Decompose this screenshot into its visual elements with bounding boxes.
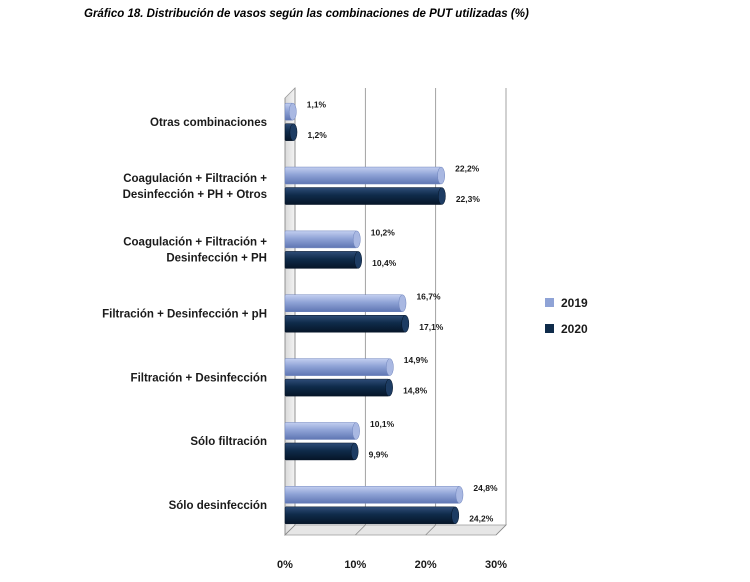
legend-swatch-2020 (545, 324, 554, 333)
category-label: Filtración + Desinfección (131, 372, 267, 384)
gridline-floor (355, 524, 366, 536)
data-label: 17,1% (419, 322, 444, 332)
category-label: Coagulación + Filtración + Desinfección +… (123, 173, 268, 201)
bar-2019 (284, 486, 460, 504)
bar-cap-2019 (352, 230, 361, 249)
bar-cap-2020 (350, 442, 359, 461)
bar-2019 (284, 422, 357, 440)
gridline-floor (425, 524, 436, 536)
category-label: Sólo desinfección (169, 500, 267, 512)
bar-cap-2020 (354, 251, 362, 269)
bar-2019 (284, 166, 442, 185)
data-label: 10,2% (371, 227, 396, 237)
bar-cap-2019 (385, 358, 394, 376)
legend-swatch-2019 (545, 298, 554, 307)
data-label: 9,9% (369, 449, 389, 459)
data-label: 10,4% (372, 258, 397, 268)
category-label: Sólo filtración (190, 436, 267, 448)
bar-cap-2019 (437, 166, 445, 185)
chart-title: Gráfico 18. Distribución de vasos según … (84, 8, 529, 20)
x-tick-label: 20% (415, 559, 437, 571)
bar-2020 (284, 442, 355, 461)
x-tick-label: 30% (485, 559, 507, 571)
bar-2020 (284, 315, 406, 333)
category-label: Otras combinaciones (150, 117, 267, 129)
legend-label-2019: 2019 (561, 296, 588, 310)
bar-2019 (284, 230, 357, 249)
bar-2020 (284, 187, 443, 205)
floor (284, 524, 507, 536)
x-tick-label: 0% (277, 559, 293, 571)
data-label: 16,7% (416, 291, 441, 301)
data-label: 14,9% (404, 355, 429, 365)
gridline-floor (495, 524, 507, 536)
bar-cap-2020 (401, 315, 410, 333)
x-tick-label: 10% (344, 559, 366, 571)
legend-label-2020: 2020 (561, 322, 588, 336)
bar-2020 (284, 506, 456, 525)
bar-2019 (284, 294, 403, 312)
data-label: 1,2% (307, 130, 327, 140)
bar-cap-2019 (352, 422, 360, 440)
data-label: 1,1% (307, 100, 327, 110)
bar-cap-2020 (451, 506, 460, 525)
bar-cap-2019 (288, 102, 297, 121)
data-label: 22,2% (455, 164, 480, 174)
data-label: 24,2% (469, 513, 494, 523)
data-label: 24,8% (473, 483, 498, 493)
gridline-floor (284, 524, 296, 536)
bar-cap-2020 (385, 378, 393, 397)
data-label: 10,1% (370, 419, 395, 429)
category-label: Coagulación + Filtración + Desinfección +… (123, 237, 267, 265)
bar-cap-2020 (289, 123, 298, 141)
bar-2020 (284, 251, 359, 269)
bar-cap-2019 (398, 294, 407, 312)
data-label: 14,8% (403, 386, 428, 396)
bar-2019 (284, 358, 391, 376)
bar-cap-2020 (437, 187, 446, 205)
bar-cap-2019 (455, 486, 464, 504)
category-label: Filtración + Desinfección + pH (102, 309, 267, 321)
bar-2020 (284, 378, 390, 397)
data-label: 22,3% (456, 194, 481, 204)
